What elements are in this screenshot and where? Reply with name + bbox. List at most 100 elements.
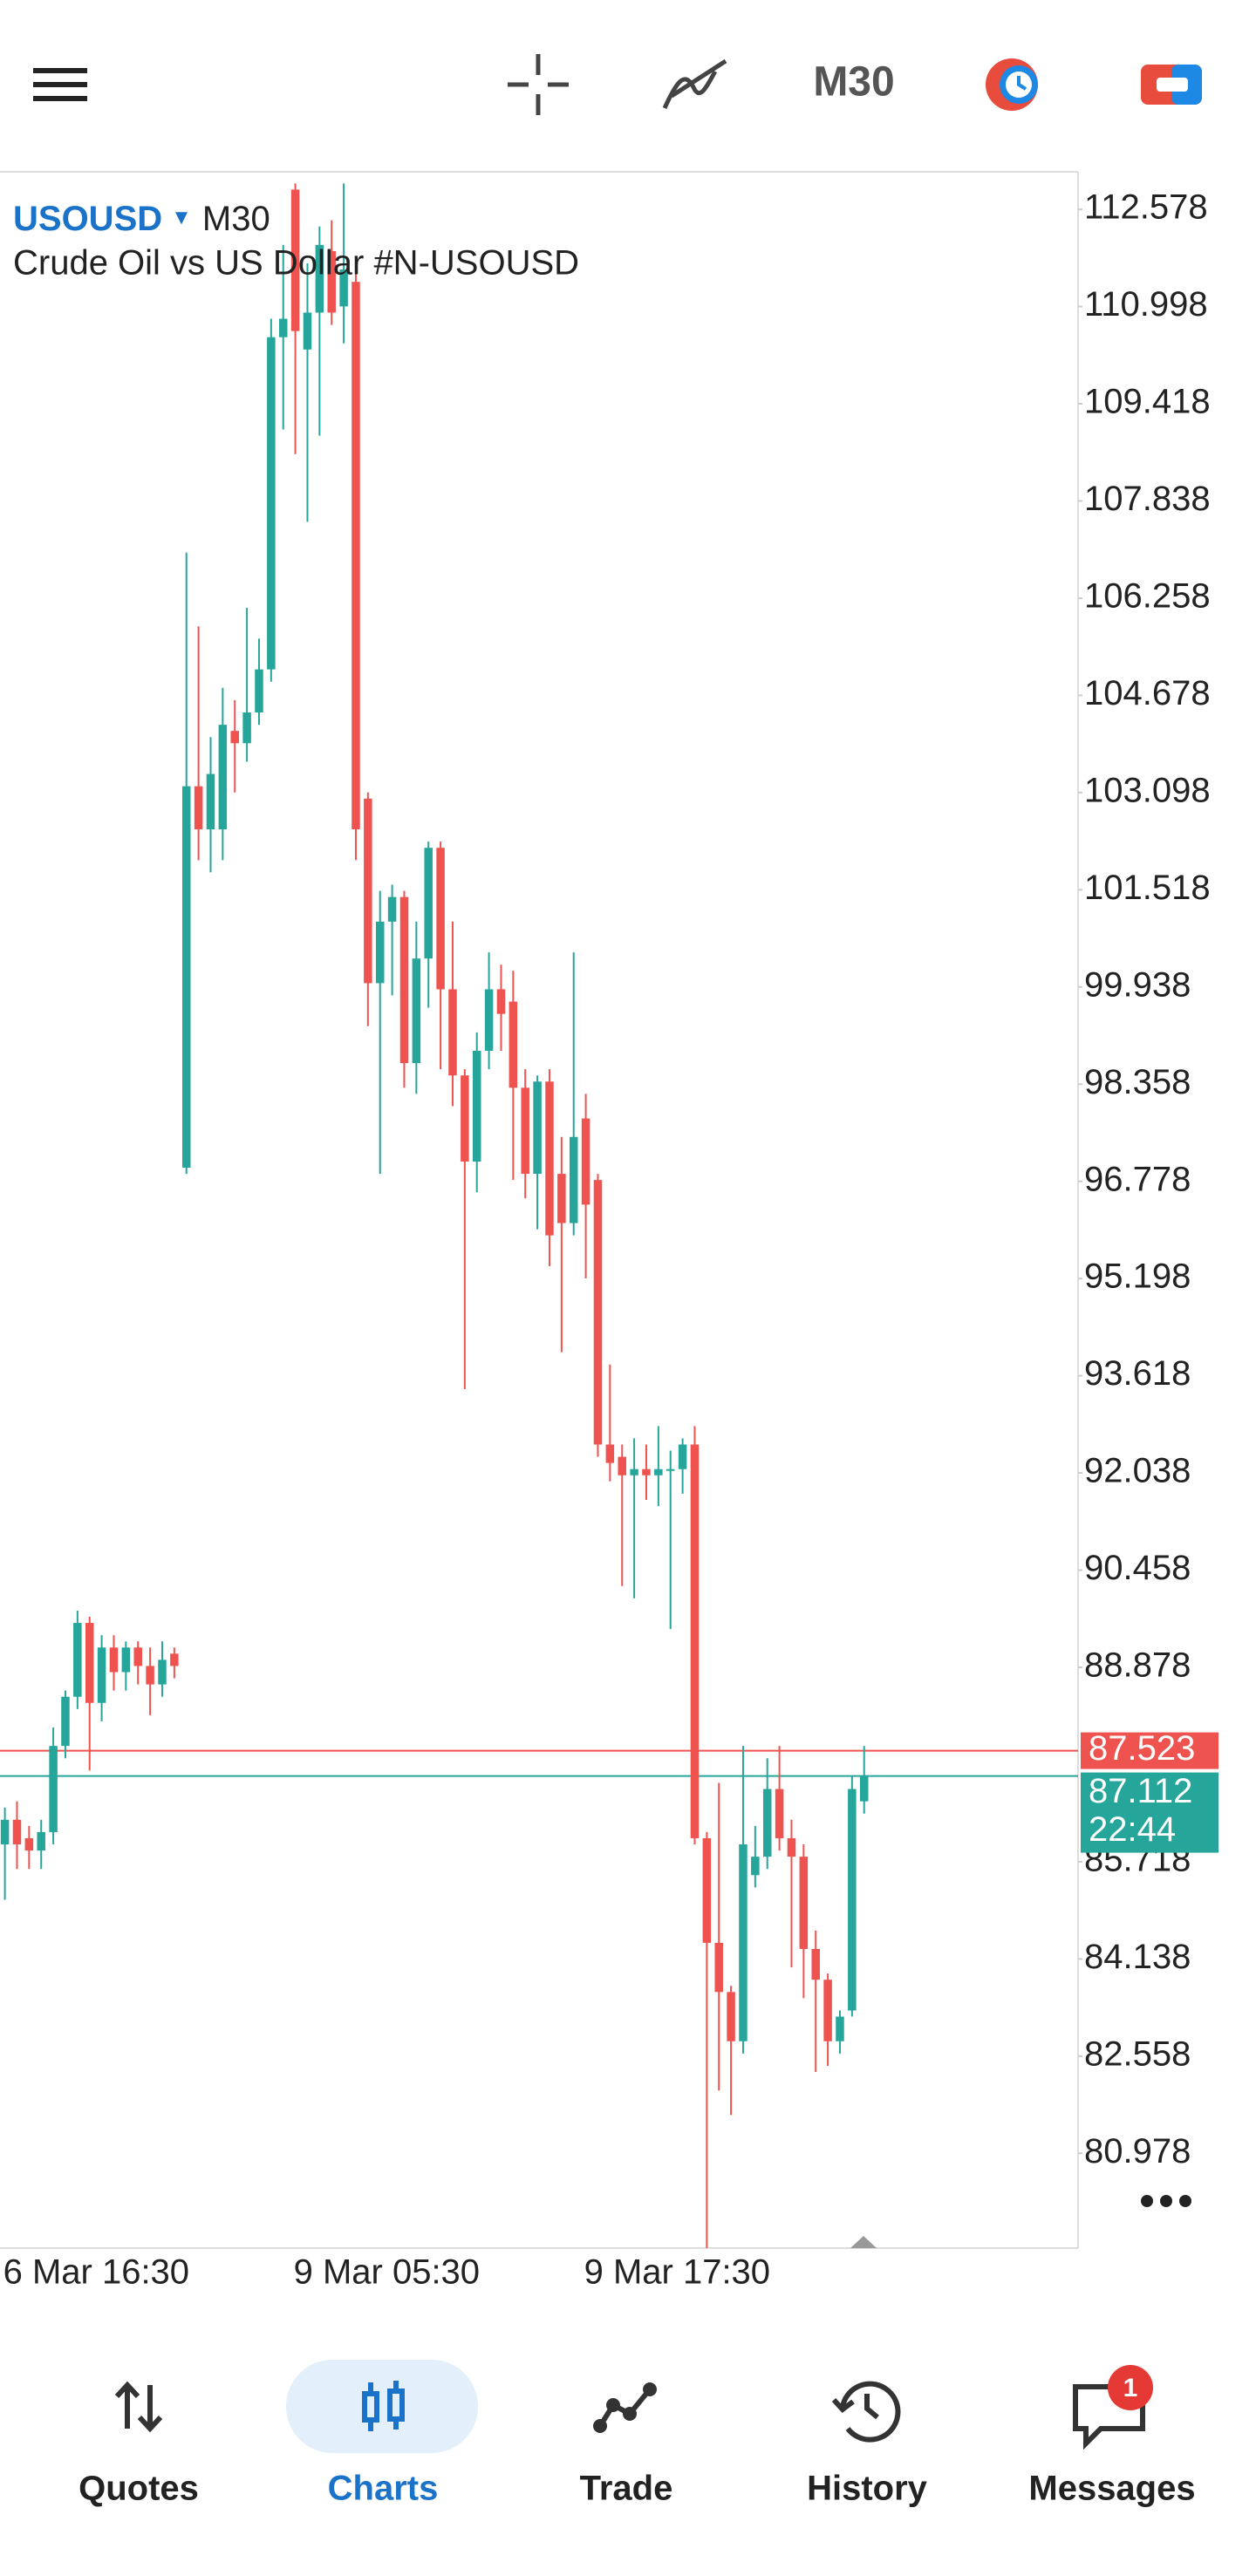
symbol: USOUSD (13, 200, 162, 238)
candle-body (303, 312, 312, 350)
icon-dot (623, 2407, 637, 2421)
icon-stroke (864, 2394, 879, 2420)
candle-body (618, 1456, 626, 1475)
icon-rect (1157, 78, 1188, 92)
candle-body (775, 1789, 784, 1838)
candle-body (714, 1942, 723, 1993)
timeframe-button[interactable]: M30 (813, 59, 894, 106)
y-tick-label: 104.678 (1084, 674, 1211, 712)
icon-stroke (1017, 76, 1027, 91)
candle-body (521, 1087, 529, 1175)
candle-body (0, 1819, 10, 1845)
candle-body (85, 1623, 94, 1703)
candle-body (702, 1837, 712, 1943)
nav-tab[interactable]: Charts (328, 2470, 439, 2508)
y-tick-label: 99.938 (1084, 965, 1191, 1004)
candle-body (218, 725, 228, 830)
candle-body (436, 848, 445, 990)
y-tick-label: 107.838 (1084, 480, 1211, 518)
chart-shift-marker[interactable] (850, 2236, 877, 2248)
candle-body (12, 1819, 22, 1845)
x-tick-label: 6 Mar 16:30 (3, 2253, 189, 2292)
candle-body (630, 1469, 638, 1475)
candle-body (387, 896, 397, 922)
y-tick-label: 112.578 (1084, 188, 1208, 227)
candle-body (859, 1775, 869, 1802)
history-mode-button[interactable] (986, 58, 1038, 111)
candle-body (751, 1857, 760, 1876)
candle-body (352, 282, 360, 830)
x-tick-label: 9 Mar 17:30 (584, 2253, 770, 2292)
icon-stroke (137, 2385, 163, 2433)
candle-body (278, 318, 288, 337)
candle-body (557, 1174, 566, 1223)
crosshair-button[interactable] (508, 54, 569, 115)
candle-body (170, 1653, 179, 1666)
candle-body (61, 1696, 70, 1747)
candle-body (461, 1075, 469, 1162)
candle-body (762, 1789, 772, 1857)
y-tick-label: 98.358 (1084, 1063, 1191, 1101)
icon-stroke (662, 70, 718, 110)
candle-body (605, 1444, 615, 1463)
messages-icon: 1 (1073, 2365, 1153, 2450)
candle-body (24, 1837, 34, 1851)
icon-dot (606, 2398, 620, 2412)
menu-bar (33, 68, 87, 73)
candle-body (290, 189, 300, 331)
y-tick-label: 106.258 (1084, 577, 1211, 616)
nav-tab[interactable]: History (807, 2470, 928, 2508)
menu-bar (33, 96, 87, 101)
candle-body (121, 1647, 131, 1673)
dot (1141, 2195, 1153, 2207)
candle-body (690, 1444, 700, 1838)
more-button[interactable] (1141, 2195, 1191, 2207)
candle-body (678, 1444, 687, 1469)
candle-body (364, 798, 372, 984)
countdown: 22:44 (1089, 1810, 1176, 1849)
candle-body (158, 1659, 167, 1685)
candle-body (509, 1001, 518, 1088)
y-tick-label: 92.038 (1084, 1452, 1191, 1490)
candle-body (642, 1469, 651, 1475)
menu-button[interactable] (33, 68, 87, 101)
candle-body (484, 989, 494, 1052)
symbol-header[interactable]: USOUSD ▼ M30 (13, 200, 270, 238)
indicators-button[interactable] (662, 58, 727, 110)
nav-tab[interactable]: Trade (580, 2470, 673, 2508)
candle-body (412, 958, 421, 1064)
candle-body (581, 1118, 590, 1205)
candle-body (448, 989, 457, 1076)
badge (1108, 2365, 1153, 2410)
one-click-trade-button[interactable] (1141, 65, 1202, 105)
nav-tab[interactable]: Messages (1028, 2470, 1195, 2508)
y-tick-label: 109.418 (1084, 383, 1211, 421)
candle-body (181, 786, 191, 1169)
candle-body (194, 786, 203, 830)
badge-count: 1 (1123, 2374, 1138, 2402)
candle-body (73, 1623, 82, 1697)
candle-body (823, 1980, 832, 2041)
y-tick-label: 95.198 (1084, 1257, 1191, 1296)
icon-stroke (114, 2381, 140, 2429)
dot (1179, 2195, 1191, 2207)
plot-area (0, 183, 1078, 2248)
icon-stroke (840, 2381, 901, 2443)
charts-icon (362, 2381, 405, 2431)
nav-tab[interactable]: Quotes (78, 2470, 199, 2508)
icon-stroke (597, 2388, 652, 2428)
candle-body (339, 269, 348, 307)
candle-body (654, 1469, 663, 1475)
candle-body (545, 1081, 554, 1236)
candle-body (97, 1647, 106, 1703)
icon-dot (643, 2382, 657, 2396)
y-tick-label: 103.098 (1084, 771, 1211, 809)
y-tick-label: 110.998 (1084, 285, 1208, 324)
bottom-nav (0, 2320, 1256, 2576)
symbol-description: Crude Oil vs US Dollar #N-USOUSD (13, 244, 579, 283)
candle-body (37, 1831, 45, 1851)
candle-body (424, 848, 433, 959)
y-tick-label: 90.458 (1084, 1549, 1191, 1587)
candle-body (666, 1469, 675, 1471)
